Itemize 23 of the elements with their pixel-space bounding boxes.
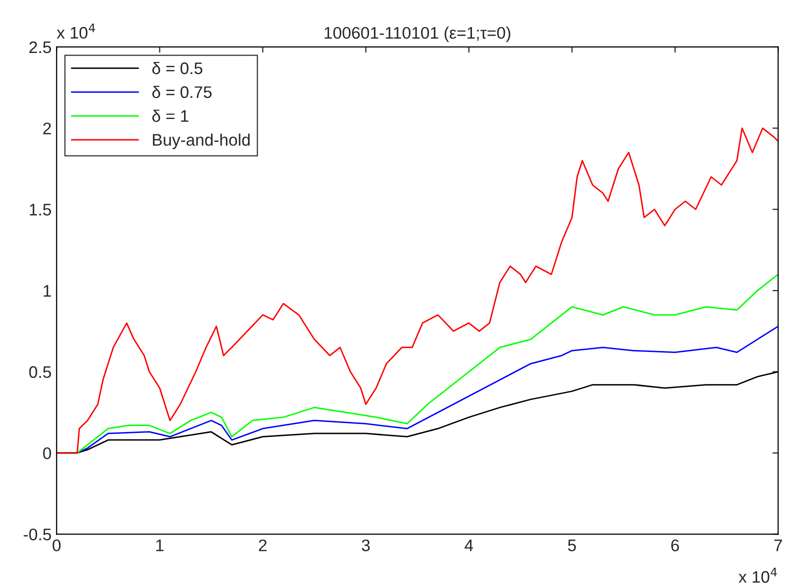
line-series: [56, 127, 778, 454]
x-tick-label: 4: [464, 540, 474, 552]
y-tick-label: 1: [44, 285, 51, 297]
x-tick-label: 6: [671, 539, 679, 552]
x-tick-label: 1: [156, 540, 164, 552]
legend-label: δ = 0.75: [152, 86, 212, 98]
y-tick-label: -0.5: [24, 528, 52, 540]
x-tick-label: 2: [258, 539, 267, 552]
y-tick-label: 2: [43, 122, 51, 134]
text: x 10$^{4}$: [56, 24, 96, 39]
y-tick-label: 2.5: [29, 41, 52, 54]
text: x 10$^{4}$: [738, 568, 777, 583]
x-tick-label: 5: [568, 540, 576, 552]
legend-label: δ = 1: [152, 110, 188, 122]
legend-label: Buy-and-hold: [152, 134, 250, 150]
x-tick-label: 7: [774, 540, 782, 552]
x-tick-label: 3: [362, 539, 370, 552]
legend-label: δ = 0.5: [152, 62, 202, 74]
y-tick-label: 0: [43, 447, 52, 460]
y-tick-label: 1.5: [30, 204, 52, 216]
chart-title: 100601-110101 (ε=1;τ=0): [324, 26, 510, 42]
y-tick-label: 0.5: [29, 366, 52, 378]
x-tick-label: 0: [52, 539, 61, 552]
